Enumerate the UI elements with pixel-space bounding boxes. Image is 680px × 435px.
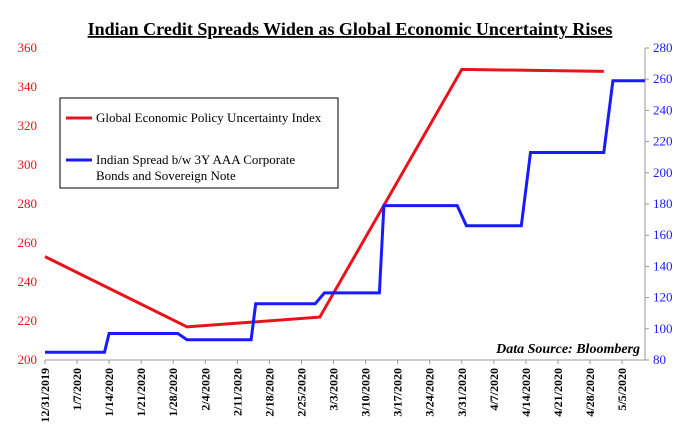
- chart-title: Indian Credit Spreads Widen as Global Ec…: [88, 19, 613, 39]
- uncertainty-series-line: [44, 67, 604, 329]
- x-tick-label: 2/25/2020: [294, 368, 308, 417]
- right-y-tick-label: 160: [653, 227, 673, 242]
- series-layer: [44, 67, 645, 354]
- axes: 200 220 240 260 280 300 320 340 360 80 100 120 140 16…: [18, 40, 673, 423]
- x-tick-label: 12/31/2019: [38, 368, 52, 423]
- right-y-tick-label: 100: [653, 321, 673, 336]
- left-y-tick-label: 360: [18, 40, 38, 55]
- right-y-tick-label: 80: [653, 352, 666, 367]
- legend-label: Indian Spread b/w 3Y AAA Corporate: [96, 152, 295, 167]
- right-y-tick-label: 280: [653, 40, 673, 55]
- right-y-tick-label: 240: [653, 102, 673, 117]
- x-tick-label: 1/28/2020: [166, 368, 180, 417]
- x-tick-label: 4/21/2020: [551, 368, 565, 417]
- left-y-tick-label: 340: [18, 79, 38, 94]
- left-y-tick-label: 320: [18, 118, 38, 133]
- right-y-tick-label: 120: [653, 290, 673, 305]
- left-y-tick-label: 260: [18, 235, 38, 250]
- right-y-tick-label: 180: [653, 196, 673, 211]
- legend-label: Global Economic Policy Uncertainty Index: [96, 110, 322, 125]
- x-tick-label: 2/11/2020: [230, 368, 244, 416]
- x-tick-label: 4/14/2020: [519, 368, 533, 417]
- spread-series-line: [45, 79, 645, 354]
- x-tick-label: 5/5/2020: [615, 368, 629, 411]
- x-tick-label: 3/17/2020: [391, 368, 405, 417]
- x-tick-label: 3/3/2020: [327, 368, 341, 411]
- x-tick-label: 3/10/2020: [359, 368, 373, 417]
- right-y-tick-label: 140: [653, 258, 673, 273]
- x-tick-label: 3/24/2020: [423, 368, 437, 417]
- right-y-tick-label: 200: [653, 165, 673, 180]
- left-y-tick-label: 280: [18, 196, 38, 211]
- right-y-tick-label: 260: [653, 71, 673, 86]
- x-tick-label: 4/7/2020: [487, 368, 501, 411]
- left-y-tick-label: 240: [18, 274, 38, 289]
- data-source-note: Data Source: Bloomberg: [495, 342, 640, 357]
- x-tick-label: 2/4/2020: [198, 368, 212, 411]
- left-y-tick-label: 220: [18, 313, 38, 328]
- left-y-tick-label: 300: [18, 157, 38, 172]
- x-tick-label: 3/31/2020: [455, 368, 469, 417]
- legend: Global Economic Policy Uncertainty Index…: [59, 97, 339, 189]
- legend-label: Bonds and Sovereign Note: [96, 168, 236, 183]
- x-tick-label: 1/7/2020: [70, 368, 84, 411]
- left-y-tick-label: 200: [18, 352, 38, 367]
- x-tick-label: 1/21/2020: [134, 368, 148, 417]
- legend-box: [59, 97, 339, 189]
- right-y-tick-label: 220: [653, 134, 673, 149]
- x-tick-label: 1/14/2020: [102, 368, 116, 417]
- x-tick-label: 2/18/2020: [262, 368, 276, 417]
- x-tick-label: 4/28/2020: [583, 368, 597, 417]
